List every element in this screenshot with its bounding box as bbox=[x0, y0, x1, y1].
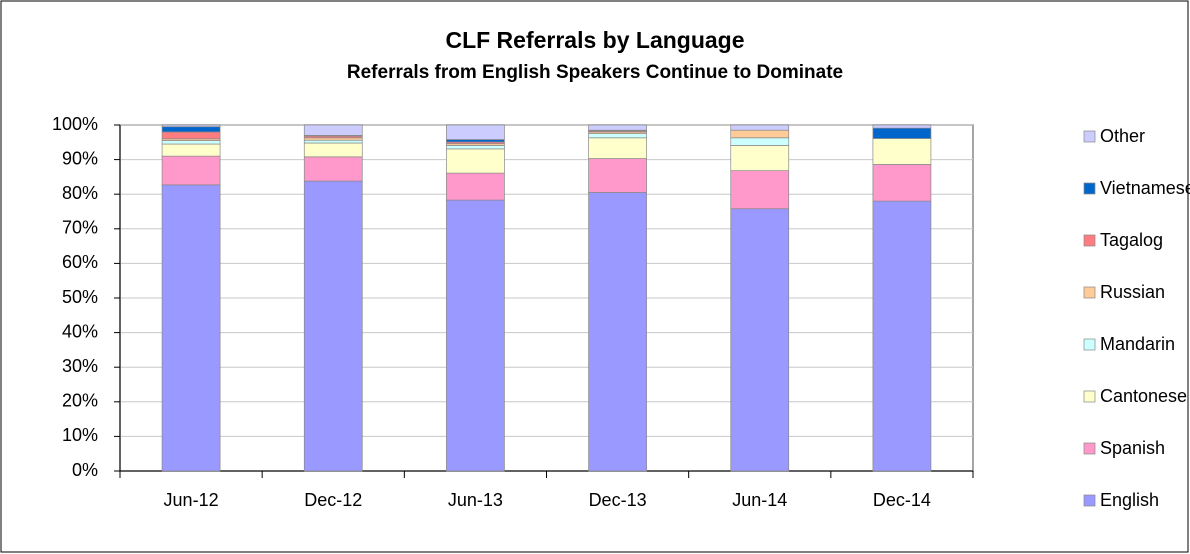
bar-segment bbox=[446, 199, 505, 472]
bar-segment bbox=[446, 139, 505, 143]
legend-swatch bbox=[1083, 286, 1096, 299]
y-tick-label: 30% bbox=[62, 356, 98, 376]
legend-label: Mandarin bbox=[1100, 334, 1175, 354]
y-tick-label: 90% bbox=[62, 148, 98, 168]
legend-swatch bbox=[1083, 130, 1096, 143]
bar-segment bbox=[161, 131, 221, 140]
legend-label: Vietnamese bbox=[1100, 178, 1190, 198]
bar-segment bbox=[161, 126, 221, 133]
bar-segment bbox=[872, 200, 932, 472]
bar-segment bbox=[161, 143, 221, 157]
legend-label: Russian bbox=[1100, 282, 1165, 302]
bar-segment bbox=[303, 137, 363, 141]
y-tick-label: 0% bbox=[72, 460, 98, 480]
bar-segment bbox=[446, 148, 505, 174]
y-tick-label: 60% bbox=[62, 252, 98, 272]
bar-segment bbox=[303, 139, 363, 144]
y-tick-label: 20% bbox=[62, 391, 98, 411]
bar-segment bbox=[872, 124, 932, 129]
legend-swatch bbox=[1083, 234, 1096, 247]
legend-label: Other bbox=[1100, 126, 1145, 146]
bar-segment bbox=[446, 172, 505, 201]
bar-segment bbox=[588, 158, 647, 193]
bar-segment bbox=[303, 124, 363, 136]
y-tick-label: 40% bbox=[62, 321, 98, 341]
legend-label: Tagalog bbox=[1100, 230, 1163, 250]
x-tick-label: Dec-14 bbox=[873, 490, 931, 510]
y-tick-label: 70% bbox=[62, 218, 98, 238]
bar-segment bbox=[730, 208, 790, 472]
bar-segment bbox=[730, 129, 790, 139]
bar-segment bbox=[303, 156, 363, 182]
bar-segment bbox=[446, 145, 505, 150]
bar-segment bbox=[446, 124, 505, 140]
bar-segment bbox=[161, 155, 221, 186]
bar-segment bbox=[872, 164, 932, 202]
bar-segment bbox=[161, 140, 221, 145]
bar-segment bbox=[588, 137, 647, 159]
bar-segment bbox=[872, 127, 932, 139]
y-tick-label: 100% bbox=[52, 114, 98, 134]
x-tick-label: Jun-12 bbox=[164, 490, 219, 510]
y-tick-label: 80% bbox=[62, 183, 98, 203]
bar-segment bbox=[588, 133, 647, 139]
legend-swatch bbox=[1083, 494, 1096, 507]
legend-swatch bbox=[1083, 182, 1096, 195]
legend-swatch bbox=[1083, 338, 1096, 351]
x-tick-label: Jun-13 bbox=[448, 490, 503, 510]
y-tick-label: 10% bbox=[62, 425, 98, 445]
bar-segment bbox=[588, 192, 647, 472]
legend-swatch bbox=[1083, 390, 1096, 403]
chart-subtitle: Referrals from English Speakers Continue… bbox=[347, 62, 843, 83]
y-tick-label: 50% bbox=[62, 287, 98, 307]
legend-label: English bbox=[1100, 490, 1159, 510]
legend-swatch bbox=[1083, 442, 1096, 455]
bar-segment bbox=[730, 124, 790, 131]
bar-segment bbox=[303, 142, 363, 158]
bar-segment bbox=[730, 137, 790, 146]
legend-label: Spanish bbox=[1100, 438, 1165, 458]
bar-segment bbox=[730, 170, 790, 210]
x-tick-label: Dec-13 bbox=[589, 490, 647, 510]
x-tick-label: Jun-14 bbox=[732, 490, 787, 510]
chart-title: CLF Referrals by Language bbox=[445, 27, 744, 53]
bar-segment bbox=[872, 138, 932, 165]
bar-segment bbox=[588, 124, 647, 131]
bar-segment bbox=[730, 145, 790, 172]
legend-label: Cantonese bbox=[1100, 386, 1187, 406]
bar-segment bbox=[161, 184, 221, 472]
x-tick-label: Dec-12 bbox=[304, 490, 362, 510]
bar-segment bbox=[161, 124, 221, 128]
bar-segment bbox=[303, 180, 363, 472]
